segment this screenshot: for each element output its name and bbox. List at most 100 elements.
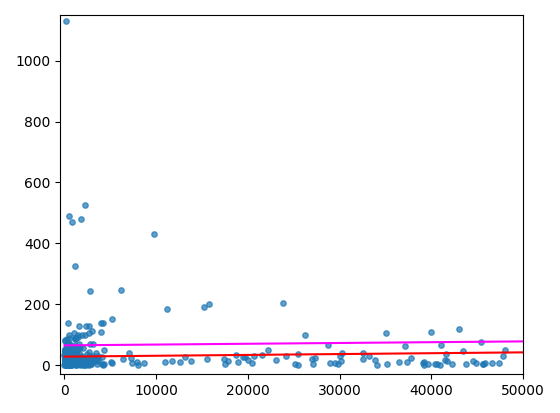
Point [64,361,73,368]
Point [63,361,72,368]
Point [62,361,71,367]
Point [76,357,85,364]
Point [62,356,71,362]
Point [61,361,70,368]
Point [62,18,71,24]
Point [203,356,212,362]
Point [71,358,80,364]
Point [65,358,74,365]
Point [63,354,72,361]
Point [71,263,80,270]
Point [67,353,76,360]
Point [70,358,79,365]
Point [370,356,379,363]
Point [64,356,73,363]
Point [73,360,82,367]
Point [80,202,89,209]
Point [84,356,93,363]
Point [67,219,76,225]
Point [64,359,73,366]
Point [72,357,81,364]
Point [66,362,74,368]
Point [85,362,94,368]
Point [91,350,100,356]
Point [61,349,70,355]
Point [64,347,73,354]
Point [419,361,428,368]
Point [330,360,339,366]
Point [62,343,71,349]
Point [180,354,189,361]
Point [163,306,172,312]
Point [64,213,73,219]
Point [63,336,72,343]
Point [63,361,72,368]
Point [240,354,249,361]
Point [63,319,72,326]
Point [62,358,71,365]
Point [77,361,86,368]
Point [337,349,346,356]
Point [78,361,87,368]
Point [117,286,126,293]
Point [71,349,80,356]
Point [63,357,72,363]
Point [65,360,74,367]
Point [65,335,74,342]
Point [74,341,83,347]
Point [479,361,488,367]
Point [61,355,70,362]
Point [373,362,382,368]
Point [459,348,468,354]
Point [67,361,76,368]
Point [220,361,229,367]
Point [231,352,240,358]
Point [62,340,71,347]
Point [128,360,137,366]
Point [72,360,81,366]
Point [82,351,91,358]
Point [64,361,73,367]
Point [63,341,72,348]
Point [80,356,89,363]
Point [74,344,83,351]
Point [61,354,70,361]
Point [420,358,429,365]
Point [62,357,71,363]
Point [76,362,85,368]
Point [60,358,69,364]
Point [63,358,72,364]
Point [81,332,90,338]
Point [63,355,72,362]
Point [60,347,69,354]
Point [69,357,78,363]
Point [238,354,247,360]
Point [271,356,280,363]
Point [71,355,80,362]
Point [71,335,80,341]
Point [68,351,77,357]
Point [66,361,75,368]
Point [82,357,91,364]
Point [65,332,74,338]
Point [442,351,451,358]
Point [64,349,73,355]
Point [263,347,272,354]
Point [68,354,77,361]
Point [67,355,76,362]
Point [61,355,70,361]
Point [61,359,70,366]
Point [70,342,79,348]
Point [150,231,159,237]
Point [64,358,73,365]
Point [81,323,90,329]
Point [72,347,81,354]
Point [60,358,69,364]
Point [85,360,94,366]
Point [100,361,109,368]
Point [199,304,208,311]
Point [78,361,87,368]
Point [72,351,81,357]
Point [71,347,80,353]
Point [68,352,77,359]
